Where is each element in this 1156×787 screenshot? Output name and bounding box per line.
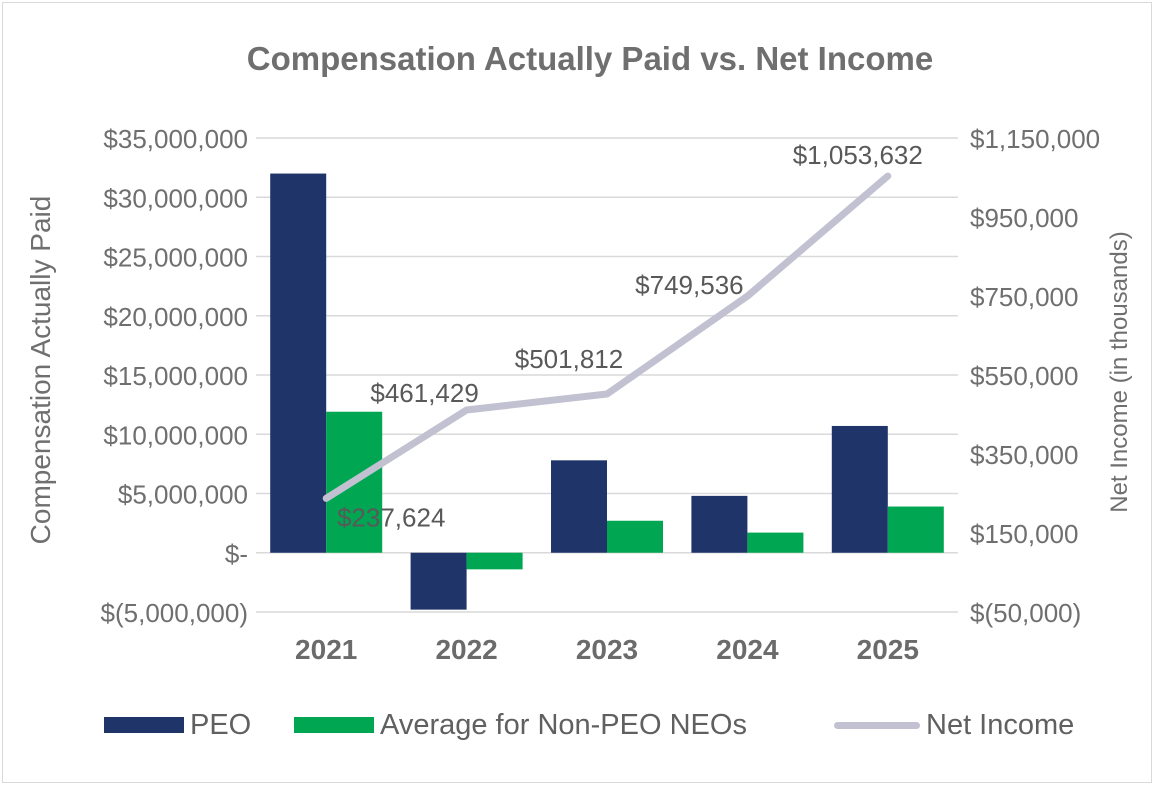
left-tick-label: $20,000,000: [103, 302, 248, 332]
left-tick-label: $25,000,000: [103, 243, 248, 273]
category-label: 2023: [576, 634, 638, 665]
bar-non-peo: [466, 552, 523, 570]
net-income-line: [322, 172, 892, 502]
category-label: 2024: [716, 634, 779, 665]
bar-peo: [831, 425, 888, 553]
right-axis-title: Net Income (in thousands): [1106, 231, 1133, 512]
right-tick-label: $150,000: [970, 519, 1078, 549]
legend-label-net-income: Net Income: [926, 708, 1075, 741]
right-tick-label: $950,000: [970, 203, 1078, 233]
legend-item-peo: PEO: [104, 702, 251, 748]
left-tick-label: $30,000,000: [103, 183, 248, 213]
left-tick-label: $35,000,000: [103, 124, 248, 154]
data-label-net-income: $461,429: [370, 378, 478, 408]
legend-label-non-peo: Average for Non-PEO NEOs: [380, 708, 747, 741]
bar-peo: [551, 460, 607, 553]
bar-peo: [691, 495, 748, 553]
bar-non-peo: [887, 506, 944, 553]
bar-non-peo: [607, 520, 663, 553]
bar-non-peo: [747, 532, 804, 553]
right-tick-label: $(50,000): [970, 598, 1081, 628]
category-label: 2022: [435, 634, 497, 665]
data-label-net-income: $1,053,632: [793, 140, 923, 170]
left-tick-label: $-: [225, 539, 248, 569]
bar-peo: [270, 173, 327, 553]
left-tick-label: $15,000,000: [103, 361, 248, 391]
right-tick-label: $1,150,000: [970, 124, 1100, 154]
category-label: 2025: [857, 634, 919, 665]
left-tick-label: $10,000,000: [103, 420, 248, 450]
left-tick-label: $(5,000,000): [101, 598, 248, 628]
legend: PEO Average for Non-PEO NEOs Net Income: [0, 702, 1156, 748]
legend-swatch-non-peo: [294, 717, 374, 733]
legend-item-net-income: Net Income: [834, 702, 1074, 748]
legend-swatch-net-income: [834, 721, 920, 729]
legend-label-peo: PEO: [190, 708, 252, 741]
data-label-net-income: $237,624: [337, 502, 445, 532]
category-label: 2021: [295, 634, 357, 665]
right-tick-label: $550,000: [970, 361, 1078, 391]
right-tick-label: $750,000: [970, 282, 1078, 312]
left-tick-label: $5,000,000: [118, 480, 248, 510]
right-tick-label: $350,000: [970, 440, 1078, 470]
legend-swatch-peo: [104, 717, 184, 733]
data-label-net-income: $749,536: [635, 270, 743, 300]
legend-item-non-peo: Average for Non-PEO NEOs: [294, 702, 747, 748]
bar-peo: [410, 552, 467, 610]
data-label-net-income: $501,812: [515, 344, 623, 374]
chart-title: Compensation Actually Paid vs. Net Incom…: [246, 40, 934, 77]
left-axis-title: Compensation Actually Paid: [25, 196, 56, 545]
